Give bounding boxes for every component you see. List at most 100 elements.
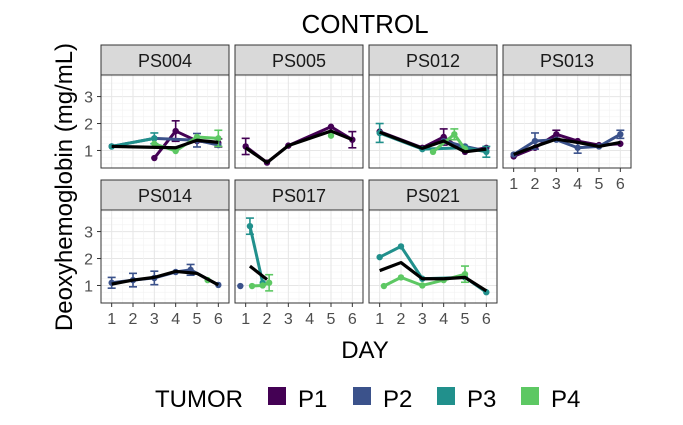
- panel-border: [100, 74, 230, 169]
- legend-item-p3: P3: [437, 386, 496, 413]
- legend: TUMOR P1 P2 P3 P4: [155, 386, 580, 413]
- y-tick-label: 3: [84, 225, 93, 242]
- x-tick-label: 3: [552, 176, 561, 193]
- mean-line: [111, 269, 220, 287]
- x-tick-label: 5: [461, 311, 470, 328]
- x-tick-label: 4: [305, 311, 314, 328]
- y-axis-label: Deoxyhemoglobin (mg/mL): [51, 43, 78, 331]
- facet-panel-ps005: PS005: [234, 44, 364, 169]
- legend-label: P3: [467, 386, 496, 413]
- facet-panel-ps012: PS012: [368, 44, 498, 169]
- mean-line: [379, 130, 487, 154]
- x-tick-label: 6: [348, 311, 357, 328]
- series-p4: [248, 273, 274, 292]
- legend-swatch: [521, 387, 539, 405]
- y-tick-label: 2: [84, 252, 93, 269]
- mean-line: [111, 138, 219, 150]
- data-point: [617, 131, 624, 138]
- x-tick-label: 2: [397, 311, 406, 328]
- x-tick-label: 1: [509, 176, 518, 193]
- panel-border: [368, 74, 498, 169]
- x-tick-label: 1: [107, 311, 116, 328]
- x-tick-label: 1: [241, 311, 250, 328]
- x-tick-label: 6: [214, 311, 223, 328]
- data-point: [574, 144, 581, 151]
- x-tick-label: 5: [595, 176, 604, 193]
- x-tick-label: 4: [573, 176, 582, 193]
- mean-line: [513, 137, 621, 157]
- x-tick-label: 2: [129, 311, 138, 328]
- data-point: [327, 132, 335, 139]
- data-point: [172, 147, 179, 155]
- x-tick-label: 2: [263, 311, 272, 328]
- legend-swatch: [437, 387, 455, 405]
- facet-panel-ps017: PS017 1 2 3 4 5 6: [234, 179, 364, 328]
- data-point: [419, 282, 426, 289]
- facet-strip-label: PS021: [406, 186, 460, 206]
- y-tick-label: 3: [84, 90, 93, 107]
- data-point: [259, 282, 266, 289]
- panel-border: [502, 74, 632, 169]
- gridlines: [234, 75, 364, 168]
- y-tick-label: 1: [84, 278, 93, 295]
- data-point: [397, 274, 405, 281]
- facet-strip-label: PS017: [272, 186, 326, 206]
- facet-strip-label: PS012: [406, 51, 460, 71]
- legend-label: P4: [551, 386, 580, 413]
- data-point: [237, 282, 244, 290]
- mean-line: [244, 129, 353, 165]
- x-axis-label: DAY: [341, 337, 389, 364]
- chart-title: CONTROL: [301, 9, 428, 39]
- legend-swatch: [353, 387, 371, 405]
- data-point: [553, 131, 560, 138]
- x-tick-label: 6: [616, 176, 625, 193]
- mean-line: [248, 264, 268, 281]
- legend-item-p2: P2: [353, 386, 412, 413]
- data-point: [265, 279, 273, 286]
- series-p4: [429, 128, 469, 156]
- facet-strip: [100, 179, 230, 211]
- legend-title: TUMOR: [155, 386, 243, 413]
- facet-panel-ps021: PS021 1 2 3 4 5 6: [368, 179, 498, 328]
- facet-panel-ps004: PS004 1 2 3: [84, 44, 230, 169]
- x-tick-label: 3: [150, 311, 159, 328]
- facet-strip: [502, 44, 632, 76]
- legend-label: P1: [298, 386, 327, 413]
- facet-strip-label: PS013: [540, 51, 594, 71]
- facet-strip: [234, 44, 364, 76]
- data-point: [151, 154, 158, 162]
- legend-item-p1: P1: [268, 386, 327, 413]
- panel-border: [100, 209, 230, 304]
- x-tick-label: 1: [375, 311, 384, 328]
- series-p2: [237, 282, 244, 290]
- x-tick-label: 5: [193, 311, 202, 328]
- x-tick-label: 4: [439, 311, 448, 328]
- data-point: [380, 282, 388, 290]
- legend-label: P2: [383, 386, 412, 413]
- legend-swatch: [268, 387, 286, 405]
- data-point: [397, 243, 405, 250]
- panel-border: [234, 74, 364, 169]
- x-tick-label: 5: [327, 311, 336, 328]
- facet-strip-label: PS014: [138, 186, 192, 206]
- facet-strip: [368, 44, 498, 76]
- x-tick-label: 6: [482, 311, 491, 328]
- series-p4: [327, 132, 335, 139]
- data-point: [151, 135, 158, 142]
- data-point: [461, 270, 469, 278]
- facet-strip-label: PS004: [138, 51, 192, 71]
- y-tick-label: 2: [84, 117, 93, 134]
- data-point: [246, 222, 254, 230]
- panel-border: [368, 209, 498, 304]
- facet-strip: [234, 179, 364, 211]
- data-point: [248, 282, 256, 290]
- data-point: [531, 137, 539, 145]
- data-point: [215, 135, 222, 142]
- panel-border: [234, 209, 364, 304]
- x-tick-label: 2: [531, 176, 540, 193]
- data-point: [429, 148, 437, 156]
- data-point: [376, 253, 383, 261]
- data-point: [451, 131, 458, 138]
